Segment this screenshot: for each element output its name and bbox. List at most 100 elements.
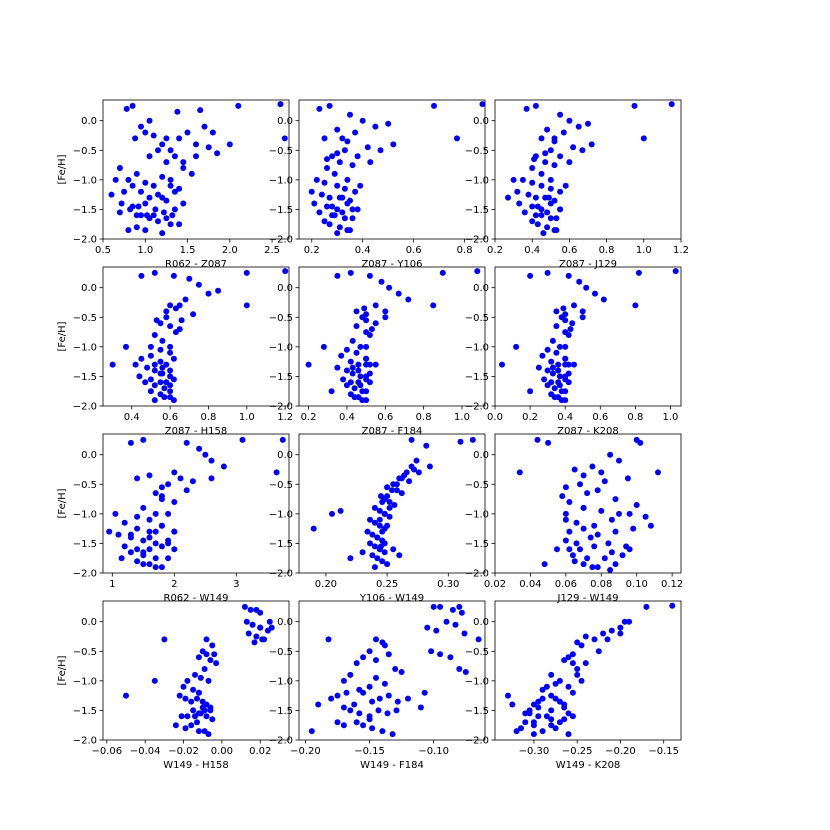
data-point [587, 534, 594, 541]
data-point [551, 385, 558, 392]
data-point [385, 120, 392, 127]
x-axis-label: Z087 - H158 [165, 426, 228, 437]
data-point [163, 197, 170, 204]
scatter-panel: 0.02 0.04 0.06 0.08 0.10 0.12 −2.0 −1.5 −1.0 −0.5… [465, 433, 683, 604]
data-point [548, 692, 555, 699]
data-point [594, 531, 601, 538]
data-point [598, 469, 605, 476]
data-point [557, 111, 564, 118]
data-point [608, 516, 615, 523]
data-point [523, 105, 530, 112]
y-tick-label: −0.5 [269, 313, 293, 324]
x-tick-label: 2 [171, 579, 177, 590]
data-point [359, 549, 366, 556]
data-point [366, 683, 373, 690]
data-point [357, 373, 364, 380]
data-point [329, 510, 335, 517]
data-point [243, 269, 250, 276]
data-point [580, 504, 587, 511]
data-point [547, 200, 554, 207]
data-point [163, 135, 170, 142]
data-point [347, 111, 353, 118]
data-point [180, 200, 187, 207]
scatter-panel: −0.20 −0.15 −0.10 −2.0 −1.5 −1.0 −0.5 0.0 W149 -… [269, 600, 486, 771]
data-point [361, 305, 368, 312]
y-tick-label: −1.5 [269, 706, 293, 717]
data-point [138, 188, 144, 195]
data-point [152, 490, 159, 497]
data-point [167, 147, 174, 154]
data-point [390, 546, 397, 553]
data-point [393, 707, 400, 714]
data-point [534, 203, 541, 210]
data-point [355, 367, 362, 374]
data-point [249, 621, 256, 628]
data-point [367, 159, 374, 166]
data-point [352, 129, 359, 136]
data-point [585, 120, 591, 127]
data-point [176, 221, 183, 228]
data-point [153, 317, 160, 324]
data-point [344, 138, 351, 145]
data-point [178, 317, 185, 324]
data-point [535, 713, 542, 720]
data-point [161, 385, 168, 392]
data-point [170, 397, 177, 404]
y-tick-label: 0.0 [473, 283, 489, 294]
y-tick-label: −0.5 [465, 480, 489, 491]
x-tick-label: 0.4 [124, 412, 140, 423]
data-point [566, 546, 573, 553]
x-tick-label: 0.25 [376, 579, 398, 590]
data-point [565, 332, 572, 338]
data-point [194, 695, 200, 702]
x-tick-label: 0.2 [301, 412, 317, 423]
x-tick-label: 0.4 [557, 412, 573, 423]
data-point [386, 504, 393, 511]
data-point [245, 630, 252, 637]
data-point [159, 230, 166, 237]
data-point [561, 701, 568, 708]
data-point [398, 475, 405, 482]
data-point [167, 182, 174, 189]
data-point [356, 710, 363, 717]
data-point [612, 528, 619, 535]
data-point [133, 224, 140, 231]
data-point [562, 516, 569, 523]
data-point [366, 272, 373, 279]
data-point [220, 463, 227, 470]
data-point [334, 150, 341, 157]
data-point [547, 215, 554, 222]
data-point [134, 513, 141, 520]
data-point [180, 683, 187, 690]
point-group [308, 603, 482, 738]
y-tick-label: −1.5 [73, 706, 97, 717]
data-point [158, 564, 165, 571]
data-point [151, 332, 158, 338]
data-point [325, 636, 332, 643]
data-point [188, 698, 195, 705]
data-point [556, 343, 563, 350]
data-point [157, 346, 164, 353]
data-point [458, 609, 465, 616]
data-point [626, 510, 633, 517]
data-point [334, 126, 341, 133]
data-point [604, 636, 611, 643]
data-point [398, 669, 405, 675]
y-tick-label: 0.0 [473, 450, 489, 461]
y-tick-label: −2.0 [73, 569, 97, 580]
plot-frame [102, 600, 290, 741]
x-tick-label: 1.2 [673, 245, 689, 256]
data-point [357, 382, 364, 389]
data-point [364, 144, 371, 151]
x-tick-label: −0.20 [290, 746, 321, 757]
data-point [152, 564, 159, 571]
data-point [203, 651, 210, 658]
x-tick-label: 0.6 [377, 412, 393, 423]
data-point [431, 102, 437, 109]
x-tick-label: 0.4 [339, 412, 355, 423]
data-point [152, 555, 159, 562]
data-point [140, 561, 147, 568]
x-tick-label: −0.10 [418, 746, 449, 757]
